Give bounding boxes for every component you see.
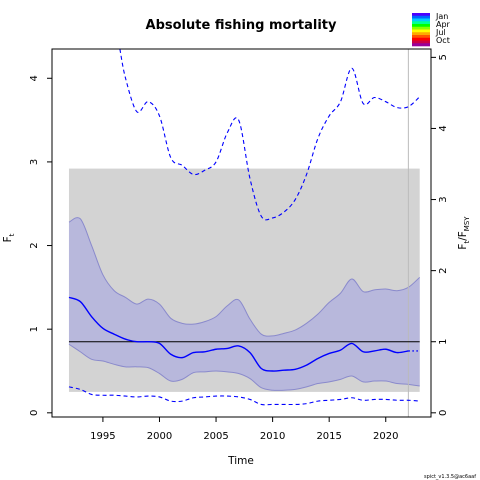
version-footer: spict_v1.3.5@ac6aaf bbox=[424, 474, 476, 480]
y2-tick-label: 1 bbox=[438, 339, 449, 345]
f-estimate-line bbox=[68, 296, 409, 372]
x-tick-label: 2020 bbox=[373, 431, 398, 442]
y2-tick-label: 5 bbox=[438, 54, 449, 60]
legend-color-swatch bbox=[412, 26, 430, 30]
legend-label: Apr bbox=[436, 20, 451, 29]
ci-band-upper-edge bbox=[68, 217, 421, 337]
x-tick-label: 1995 bbox=[90, 431, 115, 442]
x-tick-label: 2005 bbox=[203, 431, 228, 442]
ffmsy-ci-upper-line bbox=[119, 49, 421, 221]
chart-title: Absolute fishing mortality bbox=[146, 18, 337, 33]
plot-frame bbox=[51, 48, 432, 418]
x-tick-label: 2000 bbox=[147, 431, 172, 442]
legend-color-swatch bbox=[412, 43, 430, 47]
y2-tick-label: 4 bbox=[438, 125, 449, 131]
series-lines-layer bbox=[68, 49, 421, 406]
ci-band-layer bbox=[68, 217, 421, 391]
y2-tick-label: 2 bbox=[438, 267, 449, 273]
legend-color-swatch bbox=[412, 18, 430, 22]
y-tick-label: 3 bbox=[29, 159, 40, 165]
x-tick-label: 2015 bbox=[316, 431, 341, 442]
ffmsy-ci-lower-line bbox=[68, 386, 420, 406]
y-tick-label: 4 bbox=[29, 75, 40, 81]
y-axis-right-label: Ft/FMSY bbox=[457, 216, 471, 250]
y-tick-label: 1 bbox=[29, 326, 40, 332]
y-axis-left-label: Ft bbox=[2, 233, 16, 242]
legend-label: Jul bbox=[435, 28, 446, 37]
x-tick-label: 2010 bbox=[260, 431, 285, 442]
legend-color-swatch bbox=[412, 29, 430, 33]
y-axis-left: 0 1 2 3 4 bbox=[29, 75, 52, 416]
legend-color-swatch bbox=[412, 35, 430, 39]
ci-band-lower-edge bbox=[68, 343, 420, 391]
legend-color-swatch bbox=[412, 21, 430, 25]
y-axis-right: 0 1 2 3 4 5 bbox=[431, 54, 449, 416]
legend-color-swatch bbox=[412, 37, 430, 41]
y-tick-label: 0 bbox=[29, 410, 40, 416]
legend-color-swatch bbox=[412, 40, 430, 44]
legend-color-swatch bbox=[412, 15, 430, 19]
legend-label: Oct bbox=[436, 36, 450, 45]
legend-color-swatch bbox=[412, 24, 430, 28]
legend-color-swatch bbox=[412, 32, 430, 36]
y2-tick-label: 3 bbox=[438, 196, 449, 202]
x-axis: 1995 2000 2005 2010 2015 2020 bbox=[90, 417, 398, 442]
x-axis-label: Time bbox=[227, 455, 254, 467]
y-tick-label: 2 bbox=[29, 242, 40, 248]
legend-color-swatch bbox=[412, 13, 430, 17]
y2-tick-label: 0 bbox=[438, 410, 449, 416]
legend-label: Jan bbox=[435, 12, 448, 21]
ci-band-fill bbox=[68, 217, 420, 391]
